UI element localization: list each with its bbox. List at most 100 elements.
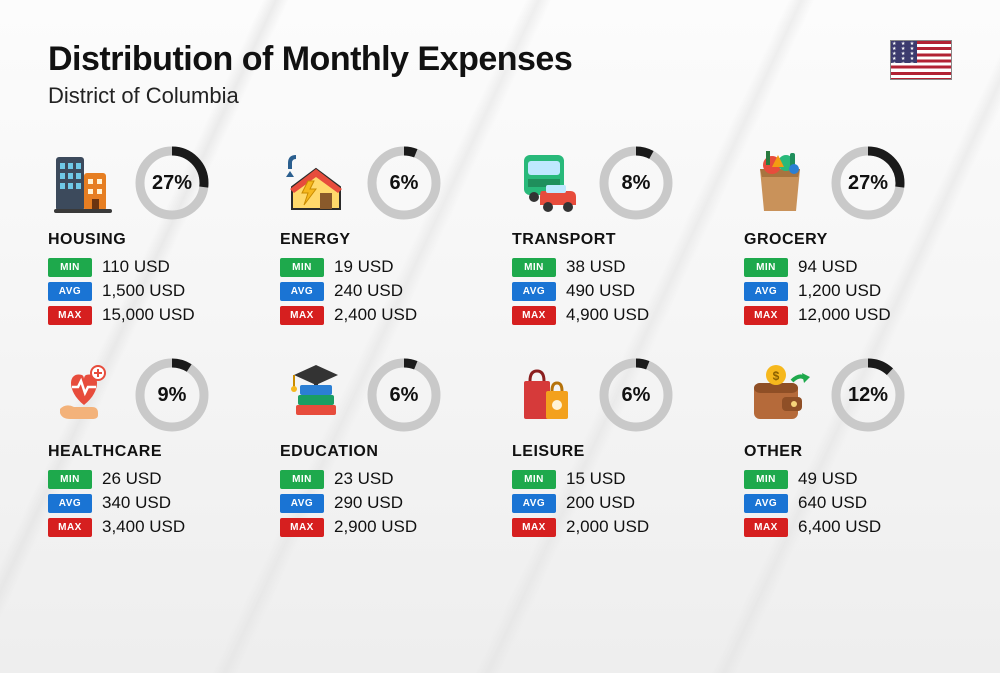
min-tag: MIN — [744, 258, 788, 277]
stat-row-avg: AVG 200 USD — [512, 493, 720, 513]
expense-card-energy: 6% ENERGY MIN 19 USD AVG 240 USD MAX 2,4… — [280, 145, 488, 329]
min-tag: MIN — [280, 258, 324, 277]
transport-icon — [512, 147, 584, 219]
page-subtitle: District of Columbia — [48, 83, 572, 109]
max-tag: MAX — [280, 518, 324, 537]
category-name: ENERGY — [280, 231, 488, 249]
max-value: 6,400 USD — [798, 517, 881, 537]
max-tag: MAX — [744, 518, 788, 537]
min-tag: MIN — [744, 470, 788, 489]
avg-value: 1,500 USD — [102, 281, 185, 301]
leisure-icon — [512, 359, 584, 431]
min-value: 38 USD — [566, 257, 626, 277]
percent-ring: 27% — [830, 145, 906, 221]
percent-ring: 9% — [134, 357, 210, 433]
percent-ring: 8% — [598, 145, 674, 221]
avg-tag: AVG — [280, 282, 324, 301]
healthcare-icon — [48, 359, 120, 431]
avg-tag: AVG — [280, 494, 324, 513]
max-tag: MAX — [512, 518, 556, 537]
min-tag: MIN — [280, 470, 324, 489]
expense-card-education: 6% EDUCATION MIN 23 USD AVG 290 USD MAX … — [280, 357, 488, 541]
stat-row-avg: AVG 1,500 USD — [48, 281, 256, 301]
stat-row-min: MIN 23 USD — [280, 469, 488, 489]
avg-tag: AVG — [48, 494, 92, 513]
avg-tag: AVG — [744, 282, 788, 301]
avg-value: 340 USD — [102, 493, 171, 513]
max-tag: MAX — [744, 306, 788, 325]
stat-row-max: MAX 3,400 USD — [48, 517, 256, 537]
percent-ring: 12% — [830, 357, 906, 433]
stat-row-min: MIN 94 USD — [744, 257, 952, 277]
expense-grid: 27% HOUSING MIN 110 USD AVG 1,500 USD MA… — [48, 145, 952, 541]
avg-value: 640 USD — [798, 493, 867, 513]
min-value: 19 USD — [334, 257, 394, 277]
avg-tag: AVG — [48, 282, 92, 301]
svg-text:$: $ — [773, 369, 780, 383]
stat-row-avg: AVG 340 USD — [48, 493, 256, 513]
stat-row-max: MAX 15,000 USD — [48, 305, 256, 325]
category-name: TRANSPORT — [512, 231, 720, 249]
stat-row-min: MIN 15 USD — [512, 469, 720, 489]
min-value: 26 USD — [102, 469, 162, 489]
energy-icon — [280, 147, 352, 219]
max-tag: MAX — [48, 518, 92, 537]
stat-row-min: MIN 110 USD — [48, 257, 256, 277]
category-name: HEALTHCARE — [48, 443, 256, 461]
avg-tag: AVG — [512, 494, 556, 513]
stat-row-avg: AVG 490 USD — [512, 281, 720, 301]
max-value: 2,900 USD — [334, 517, 417, 537]
min-tag: MIN — [512, 258, 556, 277]
expense-card-housing: 27% HOUSING MIN 110 USD AVG 1,500 USD MA… — [48, 145, 256, 329]
stat-row-max: MAX 6,400 USD — [744, 517, 952, 537]
expense-card-healthcare: 9% HEALTHCARE MIN 26 USD AVG 340 USD MAX… — [48, 357, 256, 541]
expense-card-other: $ 12% OTHER MIN 49 USD AVG 640 USD MAX 6… — [744, 357, 952, 541]
avg-tag: AVG — [512, 282, 556, 301]
category-name: OTHER — [744, 443, 952, 461]
min-tag: MIN — [48, 258, 92, 277]
min-tag: MIN — [48, 470, 92, 489]
category-name: EDUCATION — [280, 443, 488, 461]
stat-row-max: MAX 2,400 USD — [280, 305, 488, 325]
percent-ring: 6% — [598, 357, 674, 433]
expense-card-grocery: 27% GROCERY MIN 94 USD AVG 1,200 USD MAX… — [744, 145, 952, 329]
expense-card-transport: 8% TRANSPORT MIN 38 USD AVG 490 USD MAX … — [512, 145, 720, 329]
stat-row-avg: AVG 240 USD — [280, 281, 488, 301]
max-value: 12,000 USD — [798, 305, 891, 325]
avg-value: 200 USD — [566, 493, 635, 513]
category-name: HOUSING — [48, 231, 256, 249]
stat-row-max: MAX 12,000 USD — [744, 305, 952, 325]
stat-row-min: MIN 19 USD — [280, 257, 488, 277]
category-name: GROCERY — [744, 231, 952, 249]
stat-row-min: MIN 38 USD — [512, 257, 720, 277]
max-value: 2,400 USD — [334, 305, 417, 325]
us-flag-icon: ★ ★ ★ ★ ★ ★ ★ ★ ★ ★ ★ ★ ★ ★ ★ ★ ★ ★ ★ ★ — [890, 40, 952, 80]
max-tag: MAX — [512, 306, 556, 325]
min-value: 15 USD — [566, 469, 626, 489]
stat-row-max: MAX 4,900 USD — [512, 305, 720, 325]
education-icon — [280, 359, 352, 431]
avg-value: 1,200 USD — [798, 281, 881, 301]
min-value: 110 USD — [102, 257, 170, 277]
housing-icon — [48, 147, 120, 219]
max-tag: MAX — [280, 306, 324, 325]
max-value: 2,000 USD — [566, 517, 649, 537]
max-tag: MAX — [48, 306, 92, 325]
percent-ring: 27% — [134, 145, 210, 221]
stat-row-min: MIN 26 USD — [48, 469, 256, 489]
stat-row-max: MAX 2,900 USD — [280, 517, 488, 537]
max-value: 4,900 USD — [566, 305, 649, 325]
flag-canton: ★ ★ ★ ★ ★ ★ ★ ★ ★ ★ ★ ★ ★ ★ ★ ★ ★ ★ ★ ★ — [891, 41, 917, 63]
min-value: 49 USD — [798, 469, 858, 489]
category-name: LEISURE — [512, 443, 720, 461]
other-icon: $ — [744, 359, 816, 431]
avg-tag: AVG — [744, 494, 788, 513]
min-tag: MIN — [512, 470, 556, 489]
percent-ring: 6% — [366, 357, 442, 433]
stat-row-min: MIN 49 USD — [744, 469, 952, 489]
stat-row-avg: AVG 290 USD — [280, 493, 488, 513]
min-value: 23 USD — [334, 469, 394, 489]
stat-row-avg: AVG 1,200 USD — [744, 281, 952, 301]
stat-row-max: MAX 2,000 USD — [512, 517, 720, 537]
avg-value: 240 USD — [334, 281, 403, 301]
